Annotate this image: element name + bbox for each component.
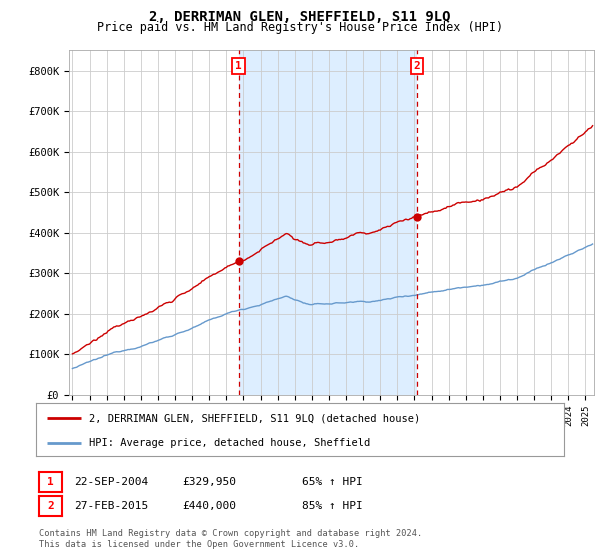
Text: 2, DERRIMAN GLEN, SHEFFIELD, S11 9LQ: 2, DERRIMAN GLEN, SHEFFIELD, S11 9LQ xyxy=(149,10,451,24)
Text: £329,950: £329,950 xyxy=(182,477,236,487)
Text: 85% ↑ HPI: 85% ↑ HPI xyxy=(302,501,362,511)
Text: 2: 2 xyxy=(47,501,54,511)
Text: 22-SEP-2004: 22-SEP-2004 xyxy=(74,477,148,487)
Text: 1: 1 xyxy=(235,61,242,71)
Text: 2: 2 xyxy=(413,61,421,71)
Text: £440,000: £440,000 xyxy=(182,501,236,511)
Text: Contains HM Land Registry data © Crown copyright and database right 2024.
This d: Contains HM Land Registry data © Crown c… xyxy=(39,529,422,549)
Text: 27-FEB-2015: 27-FEB-2015 xyxy=(74,501,148,511)
Text: 1: 1 xyxy=(47,477,54,487)
Bar xyxy=(239,50,417,395)
Text: HPI: Average price, detached house, Sheffield: HPI: Average price, detached house, Shef… xyxy=(89,438,370,448)
Text: 2, DERRIMAN GLEN, SHEFFIELD, S11 9LQ (detached house): 2, DERRIMAN GLEN, SHEFFIELD, S11 9LQ (de… xyxy=(89,413,420,423)
Text: 65% ↑ HPI: 65% ↑ HPI xyxy=(302,477,362,487)
Text: Price paid vs. HM Land Registry's House Price Index (HPI): Price paid vs. HM Land Registry's House … xyxy=(97,21,503,34)
